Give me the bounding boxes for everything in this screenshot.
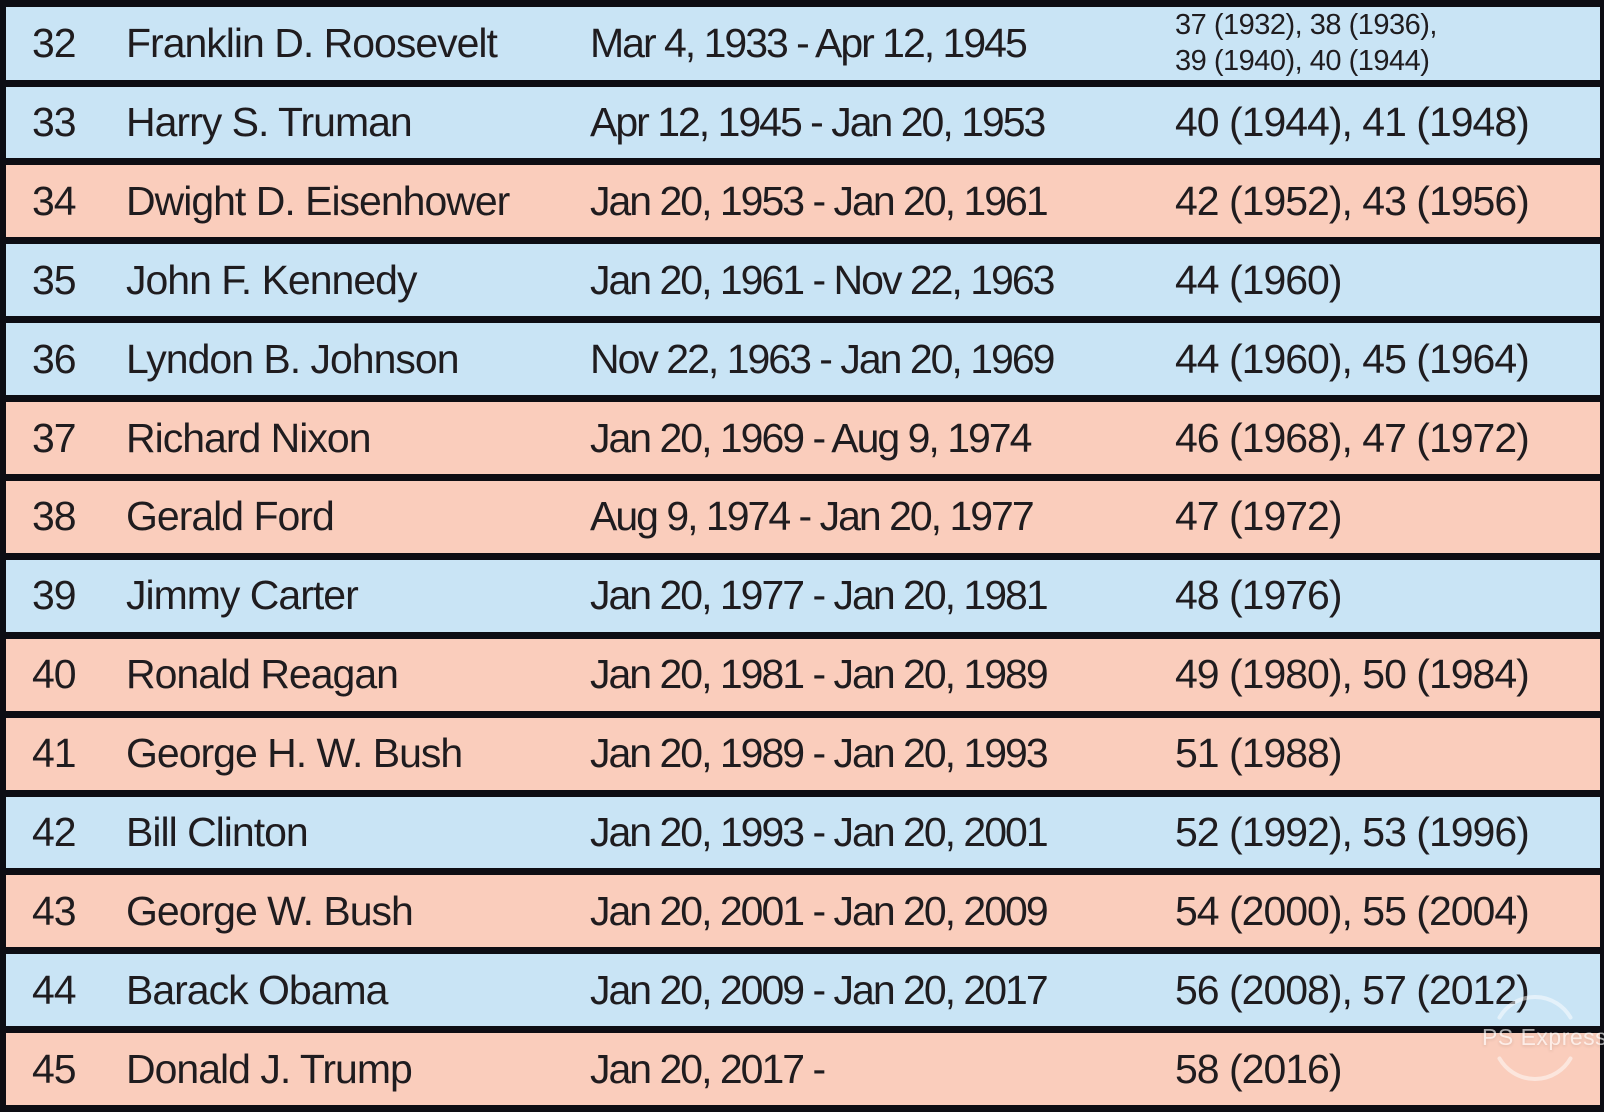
term-dates: Jan 20, 1981 - Jan 20, 1989	[590, 651, 1049, 698]
elections: 52 (1992), 53 (1996)	[1175, 808, 1530, 855]
president-name: Barack Obama	[126, 966, 388, 1013]
table-row: 35 John F. Kennedy Jan 20, 1961 - Nov 22…	[6, 237, 1600, 317]
president-number: 45	[32, 1045, 77, 1092]
term-dates: Apr 12, 1945 - Jan 20, 1953	[590, 98, 1046, 145]
table-row: 32 Franklin D. Roosevelt Mar 4, 1933 - A…	[6, 7, 1600, 80]
term-dates: Nov 22, 1963 - Jan 20, 1969	[590, 335, 1055, 382]
term-dates: Mar 4, 1933 - Apr 12, 1945	[590, 19, 1028, 66]
elections: 48 (1976)	[1175, 572, 1343, 619]
term-dates: Aug 9, 1974 - Jan 20, 1977	[590, 493, 1035, 540]
elections: 47 (1972)	[1175, 493, 1343, 540]
table-row: 41 George H. W. Bush Jan 20, 1989 - Jan …	[6, 710, 1600, 790]
table-row: 42 Bill Clinton Jan 20, 1993 - Jan 20, 2…	[6, 789, 1600, 869]
president-number: 41	[32, 730, 77, 777]
president-number: 36	[32, 335, 77, 382]
elections: 46 (1968), 47 (1972)	[1175, 414, 1530, 461]
president-name: Lyndon B. Johnson	[126, 335, 460, 382]
president-name: Donald J. Trump	[126, 1045, 413, 1092]
partial-row-top	[6, 0, 1600, 7]
elections: 49 (1980), 50 (1984)	[1175, 651, 1530, 698]
table-row: 40 Ronald Reagan Jan 20, 1981 - Jan 20, …	[6, 631, 1600, 711]
president-name: Franklin D. Roosevelt	[126, 19, 498, 66]
president-name: Jimmy Carter	[126, 572, 359, 619]
table-row: 38 Gerald Ford Aug 9, 1974 - Jan 20, 197…	[6, 473, 1600, 553]
term-dates: Jan 20, 2017 -	[590, 1045, 826, 1092]
president-name: John F. Kennedy	[126, 256, 417, 303]
term-dates: Jan 20, 1969 - Aug 9, 1974	[590, 414, 1032, 461]
elections: 58 (2016)	[1175, 1045, 1343, 1092]
term-dates: Jan 20, 1961 - Nov 22, 1963	[590, 256, 1055, 303]
elections: 40 (1944), 41 (1948)	[1175, 98, 1530, 145]
table-row: 36 Lyndon B. Johnson Nov 22, 1963 - Jan …	[6, 316, 1600, 396]
term-dates: Jan 20, 1989 - Jan 20, 1993	[590, 730, 1049, 777]
president-name: Bill Clinton	[126, 808, 309, 855]
elections: 44 (1960)	[1175, 256, 1343, 303]
term-dates: Jan 20, 1953 - Jan 20, 1961	[590, 177, 1049, 224]
president-number: 43	[32, 887, 77, 934]
elections: 56 (2008), 57 (2012)	[1175, 966, 1530, 1013]
elections-line-2: 39 (1940), 40 (1944)	[1175, 45, 1430, 78]
president-number: 32	[32, 19, 77, 66]
president-name: Gerald Ford	[126, 493, 335, 540]
elections: 37 (1932), 38 (1936), 39 (1940), 40 (194…	[1175, 7, 1600, 80]
president-name: Ronald Reagan	[126, 651, 399, 698]
term-dates: Jan 20, 2001 - Jan 20, 2009	[590, 887, 1049, 934]
elections: 44 (1960), 45 (1964)	[1175, 335, 1530, 382]
president-name: Richard Nixon	[126, 414, 372, 461]
president-number: 33	[32, 98, 77, 145]
elections-line-1: 37 (1932), 38 (1936),	[1175, 9, 1437, 41]
president-name: Harry S. Truman	[126, 98, 413, 145]
table-row: 44 Barack Obama Jan 20, 2009 - Jan 20, 2…	[6, 947, 1600, 1027]
president-name: Dwight D. Eisenhower	[126, 177, 510, 224]
president-number: 44	[32, 966, 77, 1013]
president-number: 40	[32, 651, 77, 698]
president-number: 35	[32, 256, 77, 303]
president-number: 42	[32, 808, 77, 855]
table-row: 45 Donald J. Trump Jan 20, 2017 - 58 (20…	[6, 1026, 1600, 1106]
table-row: 33 Harry S. Truman Apr 12, 1945 - Jan 20…	[6, 79, 1600, 159]
president-name: George W. Bush	[126, 887, 414, 934]
president-number: 39	[32, 572, 77, 619]
term-dates: Jan 20, 1977 - Jan 20, 1981	[590, 572, 1049, 619]
term-dates: Jan 20, 2009 - Jan 20, 2017	[590, 966, 1049, 1013]
president-number: 37	[32, 414, 77, 461]
table-row: 37 Richard Nixon Jan 20, 1969 - Aug 9, 1…	[6, 395, 1600, 474]
elections: 54 (2000), 55 (2004)	[1175, 887, 1530, 934]
table-row: 34 Dwight D. Eisenhower Jan 20, 1953 - J…	[6, 158, 1600, 238]
president-number: 38	[32, 493, 77, 540]
president-number: 34	[32, 177, 77, 224]
term-dates: Jan 20, 1993 - Jan 20, 2001	[590, 808, 1049, 855]
table-row: 39 Jimmy Carter Jan 20, 1977 - Jan 20, 1…	[6, 552, 1600, 632]
president-name: George H. W. Bush	[126, 730, 463, 777]
elections: 51 (1988)	[1175, 730, 1343, 777]
table-row: 43 George W. Bush Jan 20, 2001 - Jan 20,…	[6, 868, 1600, 948]
elections: 42 (1952), 43 (1956)	[1175, 177, 1530, 224]
